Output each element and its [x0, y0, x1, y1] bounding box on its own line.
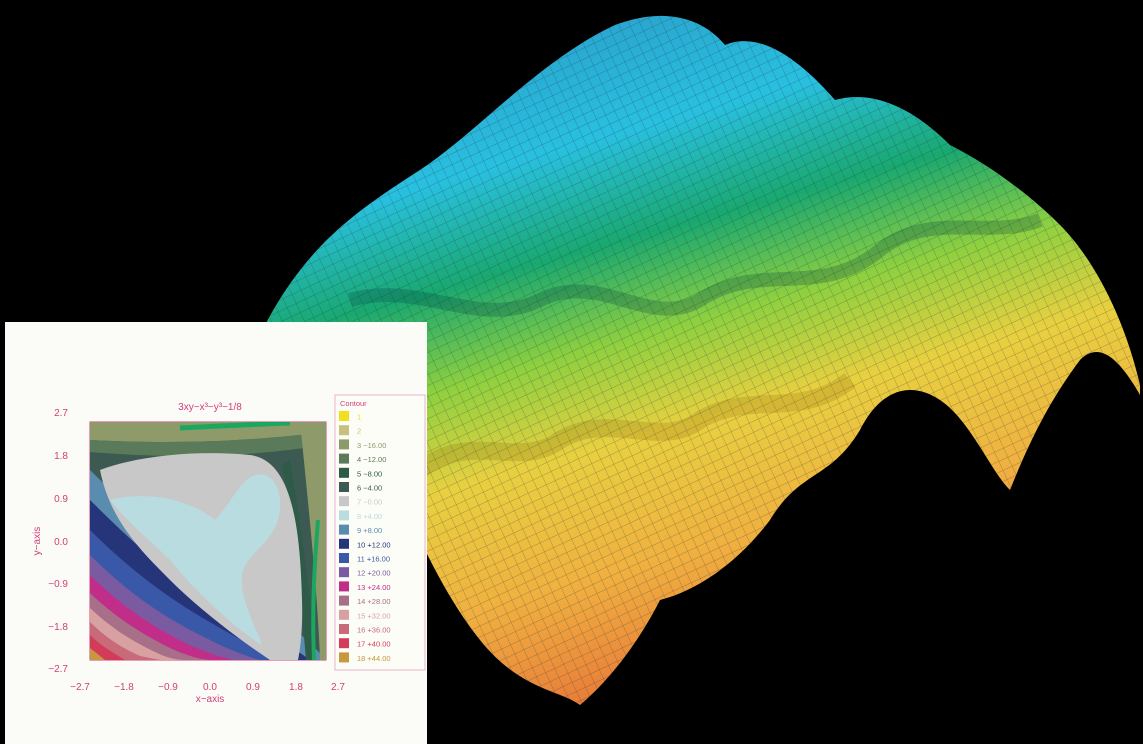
y-tick: 1.8: [54, 451, 68, 462]
legend-swatch: [339, 595, 349, 606]
legend-swatch: [339, 453, 349, 464]
legend-swatch: [339, 652, 349, 663]
legend-label: 1: [357, 413, 361, 422]
legend-label: 11 +16.00: [357, 555, 390, 564]
legend-label: 12 +20.00: [357, 569, 391, 578]
legend-swatch: [339, 638, 349, 649]
legend-label: 9 +8.00: [357, 526, 382, 535]
y-tick: 0.9: [54, 494, 68, 505]
x-tick: −1.8: [114, 682, 134, 693]
x-tick: 1.8: [289, 682, 303, 693]
y-tick: 0.0: [54, 537, 68, 548]
legend-frame: [334, 394, 426, 671]
surface-plot: [255, 15, 1140, 705]
legend-label: 2: [357, 427, 361, 436]
contour-fill: [90, 422, 326, 660]
legend-swatch: [339, 538, 349, 549]
y-tick: −2.7: [48, 664, 68, 675]
legend-label: 14 +28.00: [357, 597, 391, 606]
legend-label: 15 +32.00: [357, 611, 391, 620]
legend-swatch: [339, 496, 349, 507]
y-tick: −1.8: [48, 622, 68, 633]
legend-swatch: [339, 467, 349, 478]
contour-legend: Contour 1 2 3 −16.00 4 −12.00 5 −8.00 6 −4.00…: [334, 394, 426, 671]
legend-label: 5 −8.00: [357, 469, 382, 478]
contour-ridge-top: [179, 422, 291, 431]
surface-mesh: [255, 15, 1140, 705]
contour-ridge-right: [311, 519, 320, 660]
legend-label: 13 +24.00: [357, 583, 391, 592]
legend-label: 16 +36.00: [357, 626, 391, 635]
legend-label: 10 +12.00: [357, 540, 391, 549]
x-axis-label: x−axis: [196, 694, 225, 705]
x-axis: −2.7 −1.8 −0.9 0.0 0.9 1.8 2.7 x−axis: [70, 682, 345, 705]
legend-swatch: [339, 567, 349, 578]
chart-title: 3xy−x³−y³−1/8: [178, 402, 242, 413]
legend-title: Contour: [340, 399, 367, 408]
x-tick: 2.7: [331, 682, 345, 693]
legend-swatch: [339, 581, 349, 592]
y-axis-label: y−axis: [32, 527, 43, 556]
contour-card: 3xy−x³−y³−1/8: [5, 322, 427, 744]
legend-label: 7 −0.00: [357, 498, 382, 507]
legend-swatch: [339, 425, 349, 436]
legend-label: 8 +4.00: [357, 512, 382, 521]
legend-swatch: [339, 510, 349, 521]
x-tick: 0.0: [203, 682, 217, 693]
legend-swatch: [339, 609, 349, 620]
legend-swatch: [339, 624, 349, 634]
legend-label: 18 +44.00: [357, 654, 391, 663]
legend-swatch: [339, 482, 349, 492]
x-tick: −2.7: [70, 682, 90, 693]
legend-swatch: [339, 553, 349, 563]
y-tick: −0.9: [48, 579, 68, 590]
y-axis: 2.7 1.8 0.9 0.0 −0.9 −1.8 −2.7 y−axis: [32, 408, 68, 675]
legend-label: 3 −16.00: [357, 441, 386, 450]
surface-ridge-shade: [348, 213, 1043, 317]
legend-label: 6 −4.00: [357, 484, 382, 493]
legend-label: 4 −12.00: [357, 455, 386, 464]
legend-swatch: [339, 524, 349, 535]
legend-swatch: [339, 411, 349, 421]
legend-label: 17 +40.00: [357, 640, 391, 649]
x-tick: 0.9: [246, 682, 260, 693]
surface-fold-shade: [414, 372, 856, 478]
legend-swatch: [339, 439, 349, 450]
x-tick: −0.9: [158, 682, 178, 693]
y-tick: 2.7: [54, 408, 68, 419]
